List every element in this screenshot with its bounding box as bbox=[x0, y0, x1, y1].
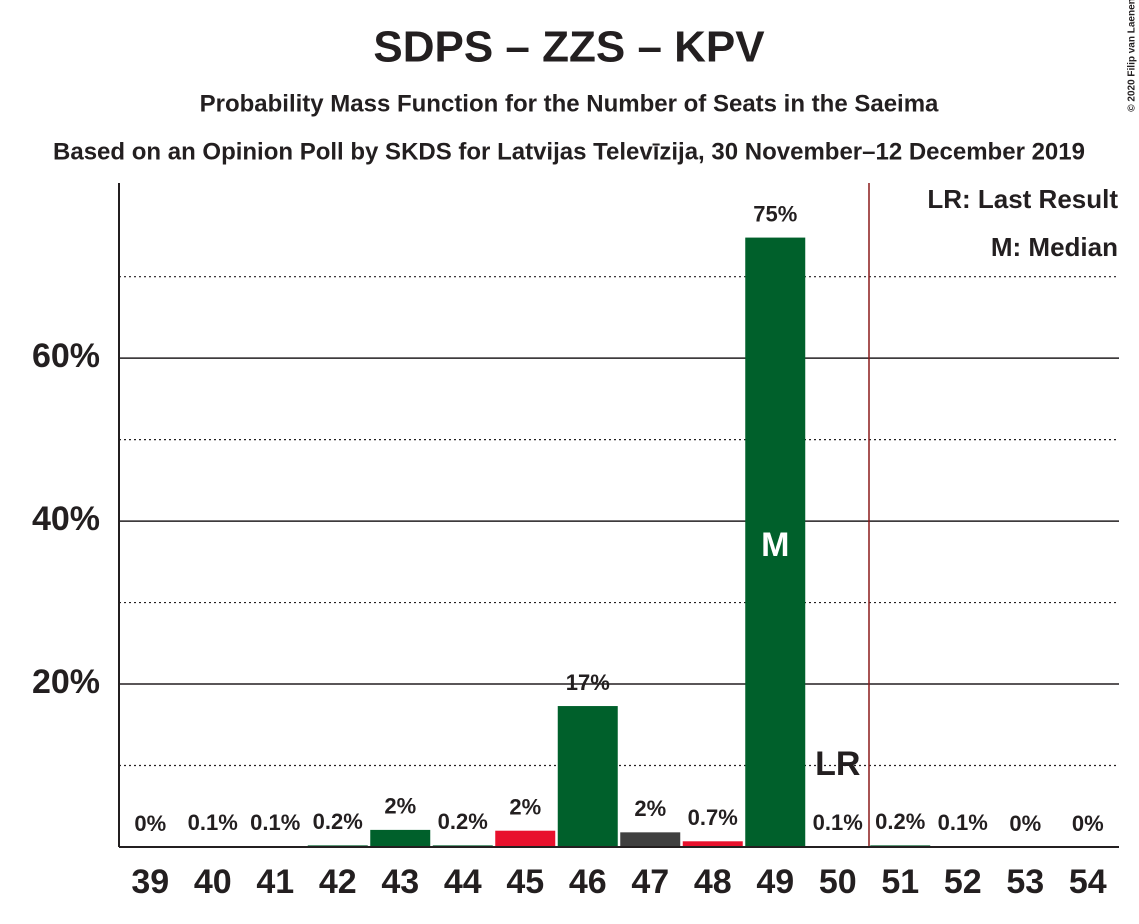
legend-entry: M: Median bbox=[991, 232, 1118, 262]
value-label: 2% bbox=[634, 796, 666, 821]
value-label: 0.1% bbox=[813, 810, 863, 835]
value-label: 2% bbox=[384, 794, 416, 819]
x-tick-label: 45 bbox=[506, 863, 544, 901]
y-tick-label: 20% bbox=[32, 663, 100, 701]
bar bbox=[370, 829, 431, 847]
x-tick-label: 52 bbox=[944, 863, 982, 901]
value-label: 2% bbox=[509, 795, 541, 820]
x-tick-label: 39 bbox=[131, 863, 169, 901]
x-tick-label: 51 bbox=[881, 863, 919, 901]
value-label: 0.2% bbox=[313, 809, 363, 834]
y-tick-label: 40% bbox=[32, 500, 100, 538]
value-label: 0% bbox=[1009, 811, 1041, 836]
x-tick-label: 46 bbox=[569, 863, 607, 901]
x-tick-label: 43 bbox=[381, 863, 419, 901]
x-tick-label: 40 bbox=[194, 863, 232, 901]
x-tick-label: 53 bbox=[1006, 863, 1044, 901]
x-tick-label: 48 bbox=[694, 863, 732, 901]
last-result-marker: LR bbox=[815, 745, 860, 783]
value-label: 0.2% bbox=[438, 809, 488, 834]
chart-title: SDPS – ZZS – KPV bbox=[373, 23, 765, 72]
bar bbox=[745, 237, 806, 848]
x-tick-label: 54 bbox=[1069, 863, 1107, 901]
value-label: 0.1% bbox=[250, 810, 300, 835]
x-tick-label: 42 bbox=[319, 863, 357, 901]
y-tick-label: 60% bbox=[32, 337, 100, 375]
value-label: 0.1% bbox=[938, 810, 988, 835]
value-label: 0% bbox=[134, 811, 166, 836]
chart-subtitle: Probability Mass Function for the Number… bbox=[200, 90, 939, 117]
value-label: 0.7% bbox=[688, 805, 738, 830]
bar bbox=[557, 706, 618, 847]
value-label: 0% bbox=[1072, 811, 1104, 836]
bar bbox=[620, 832, 681, 847]
value-label: 17% bbox=[566, 670, 610, 695]
x-tick-label: 41 bbox=[256, 863, 294, 901]
bar bbox=[495, 830, 556, 847]
value-label: 75% bbox=[753, 201, 797, 226]
legend-entry: LR: Last Result bbox=[927, 184, 1118, 214]
copyright: © 2020 Filip van Laenen bbox=[1127, 0, 1138, 112]
median-marker: M bbox=[761, 526, 789, 564]
value-label: 0.1% bbox=[188, 810, 238, 835]
value-label: 0.2% bbox=[875, 809, 925, 834]
x-tick-label: 47 bbox=[631, 863, 669, 901]
x-tick-label: 44 bbox=[444, 863, 482, 901]
x-tick-label: 50 bbox=[819, 863, 857, 901]
bar bbox=[682, 841, 743, 847]
x-tick-label: 49 bbox=[756, 863, 794, 901]
chart-subtitle: Based on an Opinion Poll by SKDS for Lat… bbox=[53, 138, 1085, 165]
